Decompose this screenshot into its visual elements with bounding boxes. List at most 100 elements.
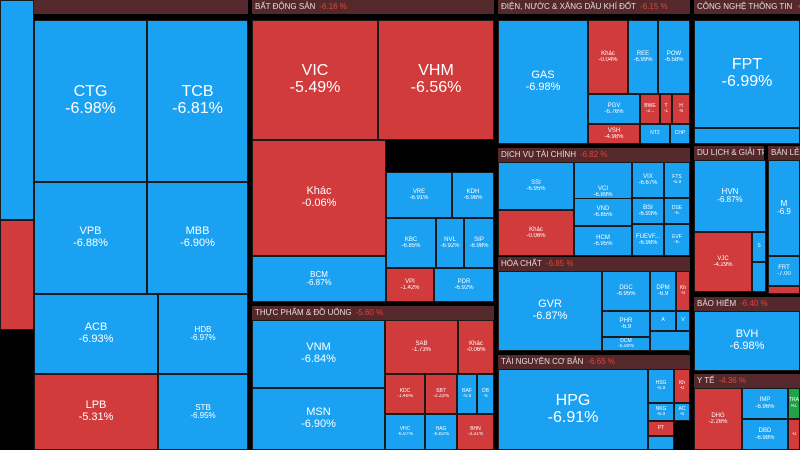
stock-tile-s[interactable]: S — [752, 232, 766, 262]
stock-tile-t[interactable]: T -1 — [660, 94, 672, 124]
stock-tile-tile-79[interactable] — [648, 436, 674, 450]
stock-tile-fuevf[interactable]: FUEVF... -6.98% — [632, 224, 664, 256]
sector-header-du-lich-giai-tri[interactable]: DU LỊCH & GIẢI TRÍ — [694, 146, 764, 160]
sector-header-dich-vu-tai-chinh[interactable]: DỊCH VỤ TÀI CHÍNH -6.82 % — [498, 148, 690, 162]
stock-tile-khac[interactable]: Khác -0.06% — [498, 210, 574, 256]
stock-tile-imp[interactable]: IMP -6.96% — [742, 388, 788, 419]
sector-header-thuc-pham-do-uong[interactable]: THỰC PHẨM & ĐỒ UỐNG -5.60 % — [252, 306, 494, 320]
stock-tile-pt[interactable]: PT — [648, 421, 674, 436]
stock-tile-tile-84[interactable]: -0 — [788, 419, 800, 450]
stock-tile-hvn[interactable]: HVN -6.87% — [694, 160, 766, 232]
stock-tile-tra[interactable]: TRA +0. — [788, 388, 800, 419]
stock-tile-nvl[interactable]: NVL -6.92% — [436, 218, 464, 268]
stock-tile-chp[interactable]: CHP — [670, 124, 690, 144]
stock-tile-ree[interactable]: REE -6.99% — [628, 20, 658, 94]
stock-tile-bcm[interactable]: BCM -6.87% — [252, 256, 386, 302]
stock-tile-h[interactable]: H -6 — [672, 94, 690, 124]
stock-tile-tile-51[interactable] — [768, 286, 800, 294]
stock-tile-nkg[interactable]: NKG -6.9 — [648, 403, 674, 421]
stock-tile-khac[interactable]: Khác -0.06% — [458, 320, 494, 374]
stock-tile-ac[interactable]: AC -6 — [674, 403, 690, 421]
stock-tile-vhc[interactable]: VHC -6.97% — [385, 414, 425, 450]
stock-tile-vhm[interactable]: VHM -6.56% — [378, 20, 494, 140]
sector-header-banking[interactable] — [0, 0, 248, 14]
stock-tile-stb[interactable]: STB -6.95% — [158, 374, 248, 450]
stock-tile-dcm[interactable]: DCM -6.99% — [602, 337, 650, 351]
stock-tile-sbt[interactable]: SBT -2.33% — [425, 374, 457, 414]
stock-tile-tile-33[interactable] — [694, 128, 800, 144]
stock-tile-evf[interactable]: EVF -6. — [664, 224, 690, 256]
stock-tile-vix[interactable]: VIX -6.67% — [632, 162, 664, 198]
stock-tile-baf[interactable]: BAF -6.9 — [457, 374, 477, 414]
stock-tile-pow[interactable]: POW -6.58% — [658, 20, 690, 94]
stock-tile-ctg[interactable]: CTG -6.98% — [34, 20, 147, 182]
stock-tile-gas[interactable]: GAS -6.98% — [498, 20, 588, 144]
stock-tile-dgc[interactable]: DGC -6.95% — [602, 271, 650, 311]
stock-tile-pdr[interactable]: PDR -6.92% — [434, 268, 494, 302]
stock-tile-hdb[interactable]: HDB -6.97% — [158, 294, 248, 374]
stock-tile-tcb[interactable]: TCB -6.81% — [147, 20, 248, 182]
stock-tile-khac[interactable]: Khác -0.06% — [252, 140, 386, 256]
stock-tile-bwe[interactable]: BWE -2... — [640, 94, 660, 124]
sector-header-y-te[interactable]: Y TẾ -4.36 % — [694, 374, 800, 388]
stock-tile-tile-60[interactable] — [650, 331, 690, 351]
stock-tile-hsg[interactable]: HSG -6.9 — [648, 369, 674, 403]
stock-tile-vpi[interactable]: VPI -1.42% — [386, 268, 434, 302]
stock-tile-kh[interactable]: Kh -0 — [676, 271, 690, 311]
stock-tile-dhg[interactable]: DHG -2.26% — [694, 388, 742, 450]
stock-tile-vjc[interactable]: VJC -4.29% — [694, 232, 752, 292]
stock-tile-fpt[interactable]: FPT -6.99% — [694, 20, 800, 128]
stock-change: -6.99% — [618, 344, 634, 349]
sector-header-hoa-chat[interactable]: HÓA CHẤT -6.85 % — [498, 257, 690, 271]
stock-tile-khac[interactable]: Khác -0.04% — [588, 20, 628, 94]
stock-tile-hpg[interactable]: HPG -6.91% — [498, 369, 648, 450]
stock-tile-vsh[interactable]: VSH -4.98% — [588, 124, 640, 144]
stock-tile-m[interactable]: M -6.9 — [768, 160, 800, 256]
sector-header-bao-hiem[interactable]: BẢO HIỂM -6.40 % — [694, 297, 800, 311]
stock-tile-ssi[interactable]: SSI -6.95% — [498, 162, 574, 210]
stock-tile-hag[interactable]: HAG -6.82% — [425, 414, 457, 450]
stock-tile-bsi[interactable]: BSI -6.93% — [632, 198, 664, 224]
stock-tile-frt[interactable]: FRT -7.00 — [768, 256, 800, 286]
stock-tile-tile-1[interactable] — [0, 220, 34, 330]
stock-tile-msn[interactable]: MSN -6.90% — [252, 388, 385, 450]
stock-tile-pgv[interactable]: PGV -6.76% — [588, 94, 640, 124]
stock-tile-sip[interactable]: SIP -6.98% — [464, 218, 494, 268]
sector-header-ban-le[interactable]: BÁN LẺ — [768, 146, 800, 160]
stock-tile-vnd[interactable]: VND -6.85% — [574, 198, 632, 226]
stock-tile-v[interactable]: V — [676, 311, 690, 331]
stock-tile-kbc[interactable]: KBC -6.85% — [386, 218, 436, 268]
stock-tile-vnm[interactable]: VNM -6.84% — [252, 320, 385, 388]
stock-tile-tile-48[interactable] — [752, 262, 766, 292]
stock-tile-nt2[interactable]: NT2 — [640, 124, 670, 144]
stock-tile-acb[interactable]: ACB -6.93% — [34, 294, 158, 374]
stock-tile-a[interactable]: A — [650, 311, 676, 331]
stock-tile-kh[interactable]: Kh -0 — [674, 369, 690, 403]
sector-header-bat-dong-san[interactable]: BẤT ĐỘNG SẢN -6.16 % — [252, 0, 494, 14]
sector-header-dien-nuoc-xang-dau-khi-dot[interactable]: ĐIỆN, NƯỚC & XĂNG DẦU KHÍ ĐỐT -6.15 % — [498, 0, 690, 14]
stock-tile-gvr[interactable]: GVR -6.87% — [498, 271, 602, 351]
stock-tile-mbb[interactable]: MBB -6.90% — [147, 182, 248, 294]
stock-tile-bvh[interactable]: BVH -6.98% — [694, 311, 800, 371]
stock-tile-hcm[interactable]: HCM -6.95% — [574, 226, 632, 256]
stock-tile-vic[interactable]: VIC -5.49% — [252, 20, 378, 140]
stock-tile-sab[interactable]: SAB -1.73% — [385, 320, 458, 374]
stock-tile-bhn[interactable]: BHN -3.31% — [457, 414, 494, 450]
sector-header-cong-nghe-thong-tin[interactable]: CÔNG NGHỆ THÔNG TIN-6.98 % — [694, 0, 800, 14]
stock-tile-dse[interactable]: DSE -6. — [664, 198, 690, 224]
stock-tile-phr[interactable]: PHR -6.9 — [602, 311, 650, 337]
stock-symbol: VND — [596, 205, 610, 212]
stock-tile-tile-0[interactable] — [0, 0, 34, 220]
stock-tile-kdc[interactable]: KDC -1.46% — [385, 374, 425, 414]
stock-change: -0 — [679, 386, 685, 391]
stock-tile-lpb[interactable]: LPB -5.31% — [34, 374, 158, 450]
stock-tile-dbd[interactable]: DBD -6.98% — [742, 419, 788, 450]
sector-header-tai-nguyen-co-ban[interactable]: TÀI NGUYÊN CƠ BẢN -6.65 % — [498, 355, 690, 369]
stock-tile-kdh[interactable]: KDH -6.96% — [452, 172, 494, 218]
stock-tile-db[interactable]: DB -6 — [477, 374, 494, 414]
stock-tile-vpb[interactable]: VPB -6.88% — [34, 182, 147, 294]
stock-tile-vre[interactable]: VRE -6.91% — [386, 172, 452, 218]
stock-tile-dpm[interactable]: DPM -6.9 — [650, 271, 676, 311]
stock-tile-fts[interactable]: FTS -6.9 — [664, 162, 690, 198]
stock-change: +0. — [790, 403, 798, 409]
